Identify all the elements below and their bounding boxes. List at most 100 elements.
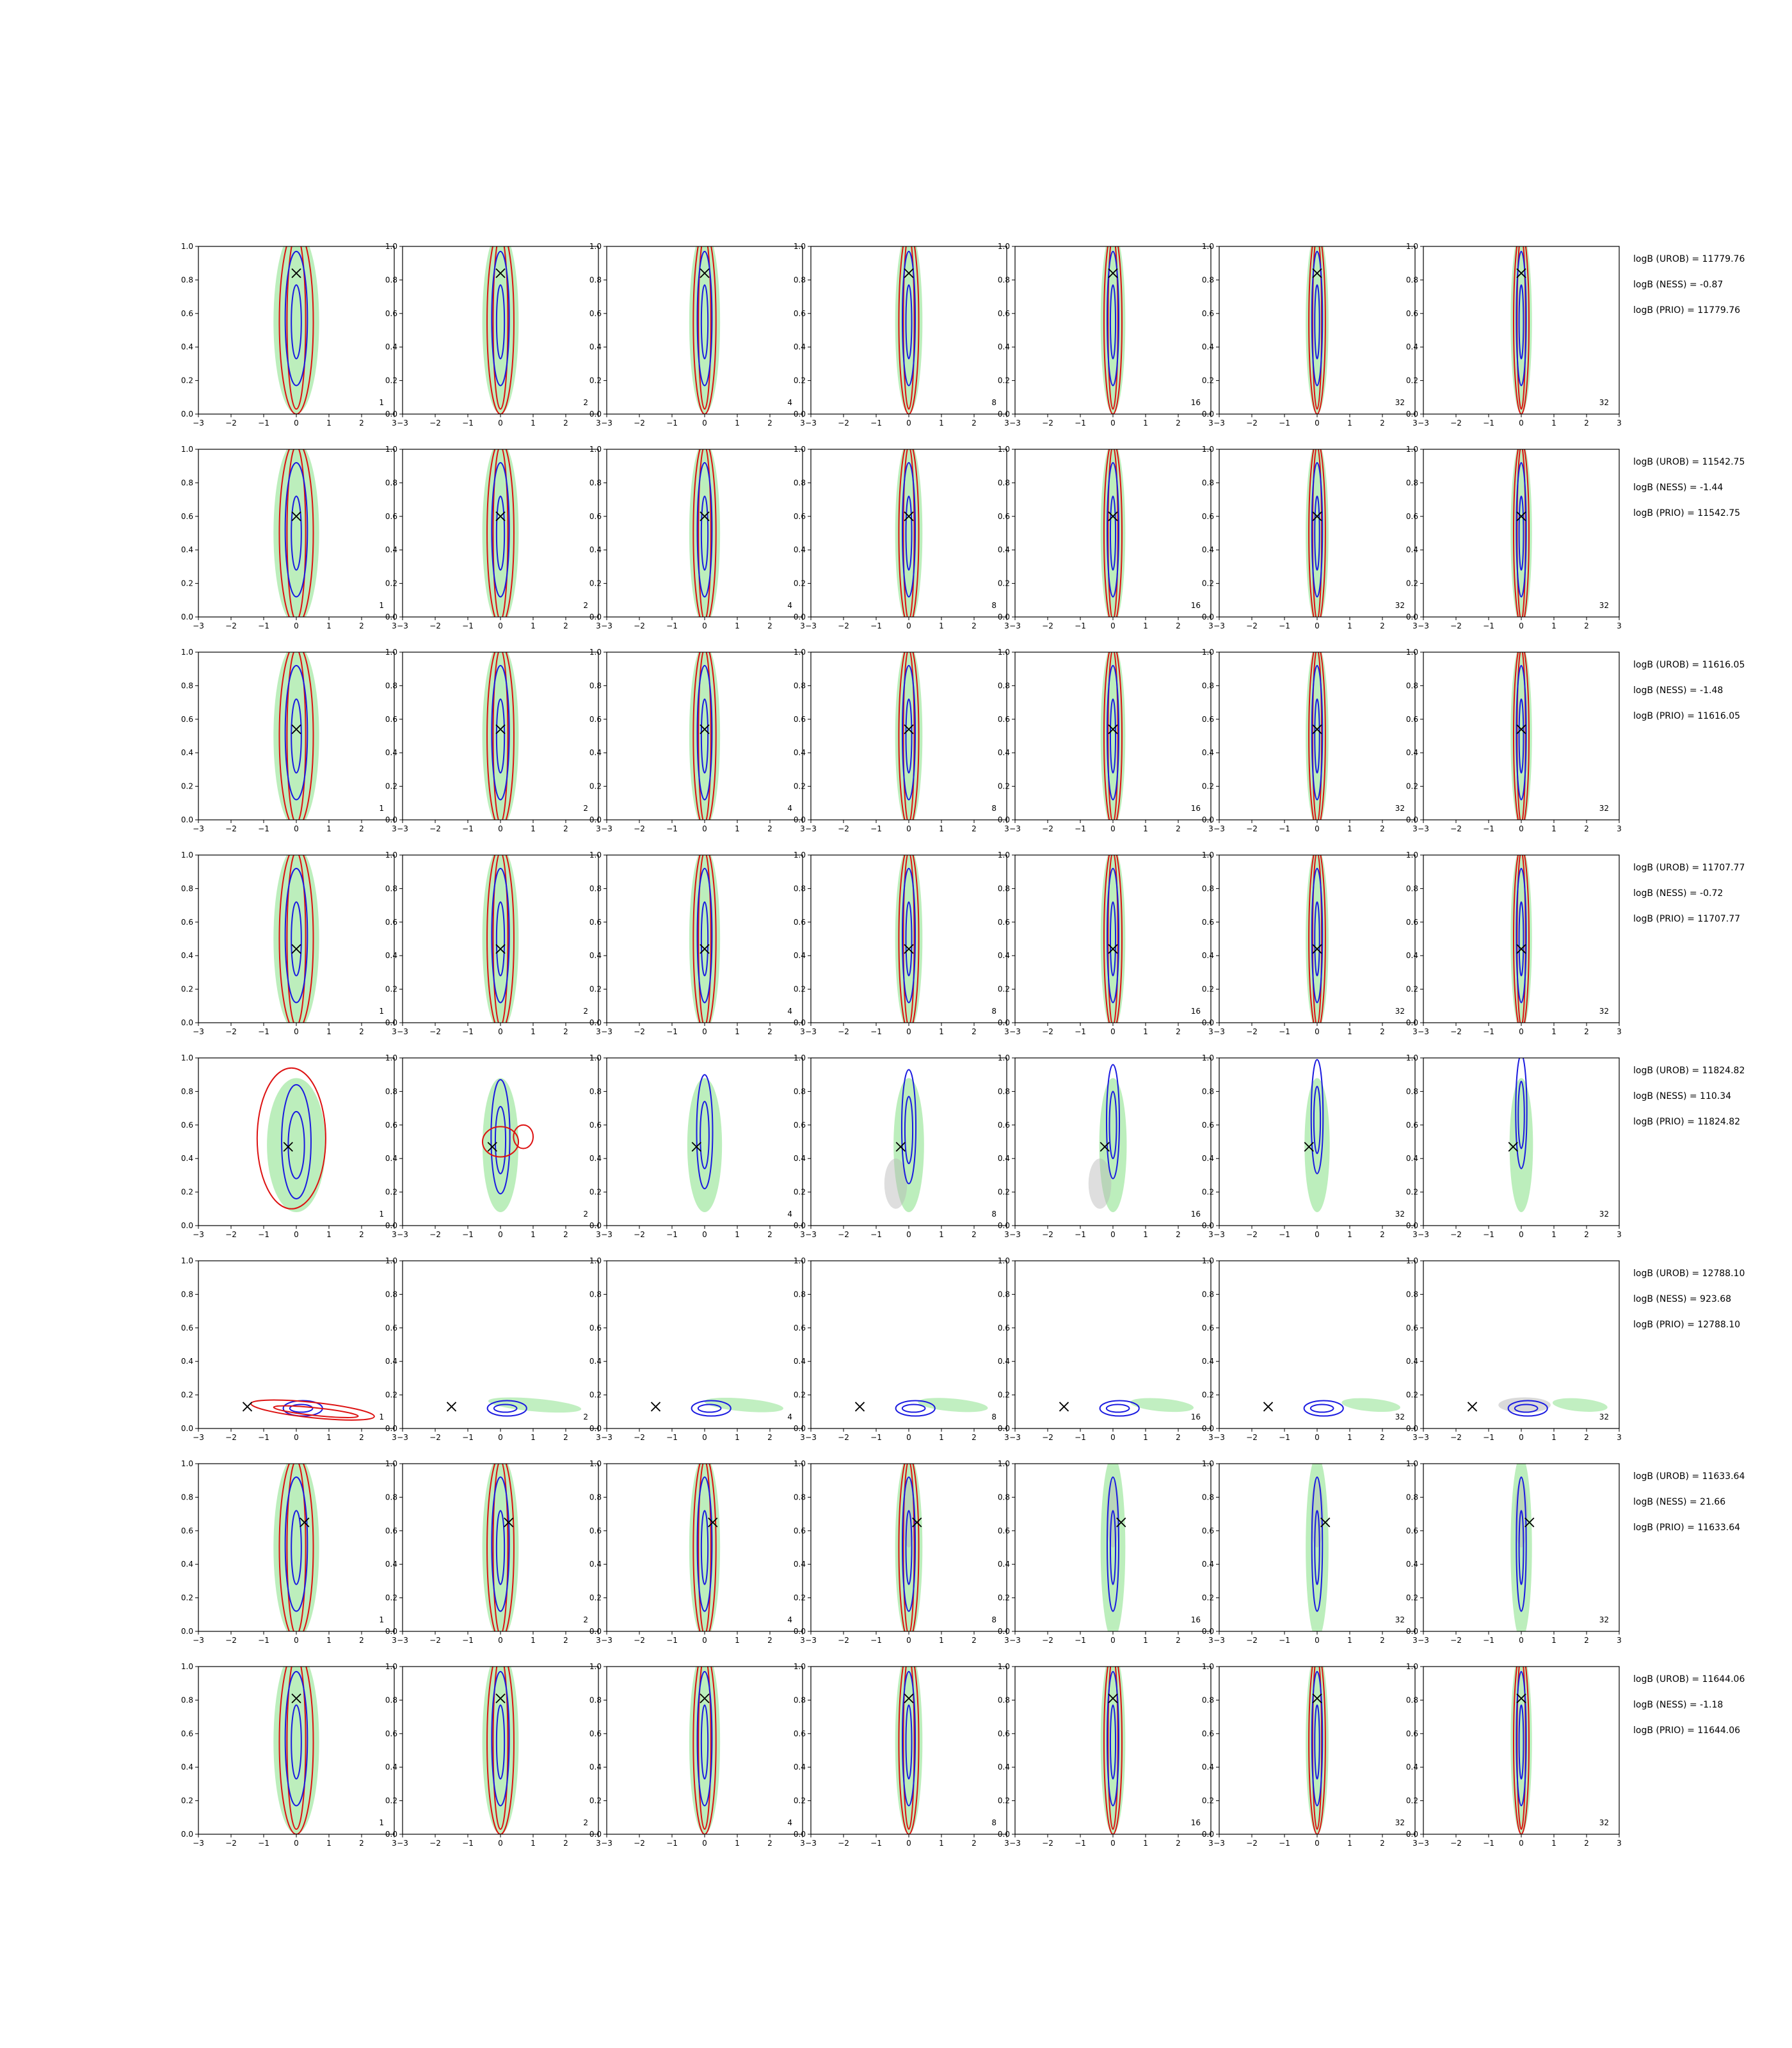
x-tick-label: −1 [1075, 1636, 1086, 1645]
blue-contour-inner [1518, 698, 1524, 774]
x-tick-label: −1 [462, 824, 474, 833]
x-tick-label: −2 [1246, 1027, 1258, 1036]
x-tick-label: −3 [805, 1839, 817, 1848]
x-tick-label: −1 [1483, 419, 1494, 428]
y-tick-label: 0.2 [794, 985, 806, 994]
red-contour-outer [1512, 449, 1530, 617]
blue-contour-inner [905, 901, 913, 977]
y-tick-label: 0.8 [794, 1290, 806, 1299]
panel-label: 8 [991, 804, 996, 813]
x-tick-label: 0 [1315, 621, 1320, 630]
y-tick-label: 1.0 [385, 242, 397, 251]
red-contour-outer [278, 246, 314, 414]
blue-contour-outer [696, 867, 713, 1004]
x-marker [291, 268, 301, 278]
x-tick-label: 0 [1315, 419, 1320, 428]
panel-label: 32 [1599, 398, 1609, 407]
blue-contour-outer [1516, 664, 1527, 801]
x-tick-label: −3 [805, 419, 817, 428]
blue-contour-outer [900, 1069, 917, 1185]
green-region [687, 1078, 723, 1213]
y-tick-label: 0.2 [1202, 1594, 1214, 1603]
logb-prio-label: logB (PRIO) = 11633.64 [1633, 1523, 1741, 1533]
green-region [895, 449, 923, 617]
x-tick-label: −1 [666, 621, 678, 630]
x-tick-label: 1 [1347, 1230, 1352, 1239]
x-marker [1524, 1517, 1535, 1528]
x-tick-label: −3 [193, 419, 204, 428]
x-tick-label: 3 [1208, 1230, 1213, 1239]
y-tick-label: 1.0 [998, 1662, 1010, 1671]
y-tick-label: 0.8 [1202, 884, 1214, 893]
green-region [273, 246, 319, 414]
panel-label: 8 [991, 1818, 996, 1827]
contours [1509, 1058, 1533, 1213]
y-tick-label: 1.0 [998, 1256, 1010, 1265]
y-tick-label: 0.4 [998, 748, 1010, 757]
y-tick-label: 0.0 [589, 1221, 602, 1230]
green-region [1306, 1464, 1329, 1631]
x-tick-label: −3 [193, 1636, 204, 1645]
panel-label: 32 [1395, 1818, 1405, 1827]
blue-contour-outer [491, 867, 510, 1004]
x-tick-label: 3 [392, 1433, 397, 1442]
red-contour-outer [1103, 246, 1123, 414]
y-tick-label: 0.6 [1406, 918, 1418, 927]
x-tick-label: −3 [397, 1027, 408, 1036]
y-tick-label: 0.6 [181, 1121, 193, 1130]
y-tick-label: 0.4 [794, 951, 806, 960]
y-tick-label: 0.2 [998, 1391, 1010, 1400]
blue-contour-inner [700, 284, 709, 360]
y-tick-label: 1.0 [1406, 1053, 1418, 1062]
x-tick-label: 2 [1584, 1839, 1589, 1848]
y-tick-label: 0.6 [1202, 918, 1214, 927]
x-marker [487, 1142, 497, 1152]
x-tick-label: 1 [531, 1636, 536, 1645]
y-tick-label: 0.4 [1202, 1154, 1214, 1163]
red-contour-inner [698, 449, 712, 617]
y-tick-label: 1.0 [181, 1662, 193, 1671]
red-contour-inner [698, 1667, 712, 1830]
x-tick-label: −1 [258, 621, 269, 630]
y-tick-label: 0.4 [589, 1763, 602, 1772]
panel-label: 2 [583, 601, 588, 610]
panel-r5-c1: −3 −2 −1 0 1 2 30.00.20.40.60.81.01 [181, 1053, 397, 1239]
y-tick-label: 0.4 [1202, 545, 1214, 554]
x-tick-label: 2 [563, 824, 568, 833]
green-region [895, 246, 923, 414]
x-tick-label: −2 [1450, 621, 1462, 630]
red-contour-outer [486, 246, 515, 414]
y-tick-label: 0.0 [794, 1830, 806, 1839]
green-region [1100, 1464, 1126, 1631]
blue-contour-outer [1106, 250, 1120, 387]
red-contour-inner [286, 246, 307, 410]
x-marker [1312, 511, 1322, 522]
y-tick-label: 1.0 [1406, 1662, 1418, 1671]
x-tick-label: −3 [397, 1230, 408, 1239]
panel-label: 1 [379, 804, 384, 813]
y-tick-label: 1.0 [589, 648, 602, 657]
logb-urob-label: logB (UROB) = 11707.77 [1633, 863, 1745, 873]
y-tick-label: 0.0 [385, 1830, 397, 1839]
y-tick-label: 0.6 [794, 918, 806, 927]
y-tick-label: 0.2 [181, 1188, 193, 1197]
x-tick-label: −1 [258, 1027, 269, 1036]
y-tick-label: 0.2 [1406, 376, 1418, 385]
blue-contour-inner [495, 495, 506, 571]
x-tick-label: −3 [1213, 621, 1225, 630]
x-tick-label: 2 [1584, 1636, 1589, 1645]
x-tick-label: 2 [1176, 1636, 1181, 1645]
red-contour-outer [1103, 652, 1123, 820]
y-tick-label: 0.4 [1202, 1763, 1214, 1772]
logb-prio-label: logB (PRIO) = 11616.05 [1633, 711, 1741, 721]
blue-contour-outer [281, 1084, 312, 1200]
x-tick-label: 0 [498, 1839, 503, 1848]
red-contour-outer [692, 855, 717, 1023]
y-tick-label: 0.8 [1202, 1492, 1214, 1501]
y-tick-label: 0.6 [1406, 1729, 1418, 1738]
x-tick-label: −1 [1279, 1433, 1290, 1442]
x-tick-label: 1 [1551, 621, 1556, 630]
blue-contour-inner [1109, 698, 1117, 774]
x-tick-label: 3 [1412, 1230, 1418, 1239]
green-region [895, 1667, 923, 1834]
